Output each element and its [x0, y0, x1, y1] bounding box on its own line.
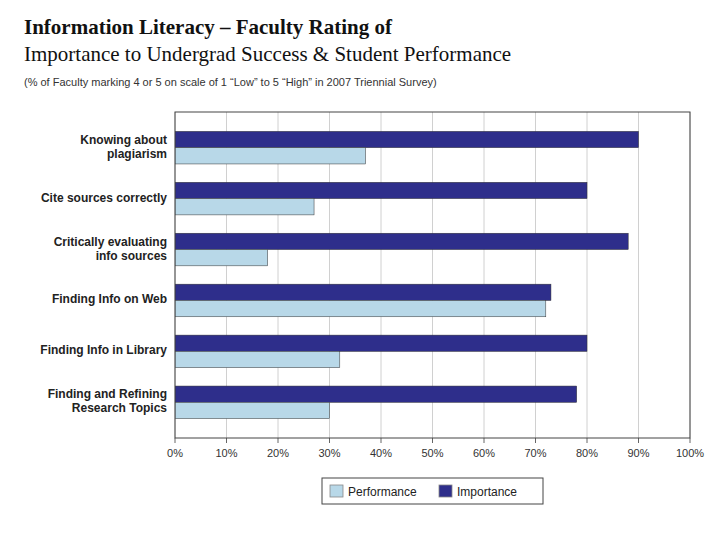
tick-label: 0% [167, 447, 183, 459]
tick-mark [587, 438, 588, 443]
bar [175, 131, 639, 147]
tick-mark [278, 438, 279, 443]
tick-label: 90% [627, 447, 649, 459]
tick-label: 20% [267, 447, 289, 459]
title: Information Literacy – Faculty Rating of… [24, 15, 511, 66]
grid [175, 112, 690, 438]
bar [175, 148, 366, 164]
bar [175, 284, 551, 300]
category-label: Cite sources correctly [41, 191, 167, 205]
legend-label: Importance [457, 485, 517, 499]
tick-label: 100% [676, 447, 704, 459]
category-label: Critically evaluatinginfo sources [54, 235, 168, 263]
grid-line [638, 112, 639, 438]
bar [175, 182, 587, 198]
tick-label: 10% [215, 447, 237, 459]
tick-mark [638, 438, 639, 443]
tick-mark [381, 438, 382, 443]
tick-label: 40% [370, 447, 392, 459]
legend-swatch [439, 485, 452, 497]
bar [175, 233, 628, 249]
plot-frame [175, 112, 690, 438]
tick-mark [432, 438, 433, 443]
tick-mark [226, 438, 227, 443]
tick-mark [329, 438, 330, 443]
tick-label: 50% [421, 447, 443, 459]
bars [175, 131, 639, 418]
tick-label: 60% [473, 447, 495, 459]
category-label: Knowing aboutplagiarism [80, 133, 167, 161]
bar [175, 199, 314, 215]
bar [175, 386, 577, 402]
category-label: Finding Info on Web [52, 293, 167, 307]
subtitle: (% of Faculty marking 4 or 5 on scale of… [24, 76, 437, 88]
legend: Performance Importance [322, 478, 543, 504]
tick-mark [175, 438, 176, 443]
tick-mark [535, 438, 536, 443]
bar [175, 250, 268, 266]
legend-label: Performance [348, 485, 417, 499]
bar [175, 402, 330, 418]
bar [175, 351, 340, 367]
category-label: Finding and RefiningResearch Topics [48, 388, 168, 416]
bar [175, 300, 546, 316]
tick-mark [690, 438, 691, 443]
tick-label: 80% [576, 447, 598, 459]
bar [175, 335, 587, 351]
tick-label: 70% [524, 447, 546, 459]
legend-swatch [330, 485, 343, 497]
tick-label: 30% [318, 447, 340, 459]
grid-line [587, 112, 588, 438]
category-label: Finding Info in Library [40, 344, 167, 358]
tick-mark [484, 438, 485, 443]
legend-frame [322, 478, 543, 504]
chart: Information Literacy – Faculty Rating of… [0, 0, 720, 540]
